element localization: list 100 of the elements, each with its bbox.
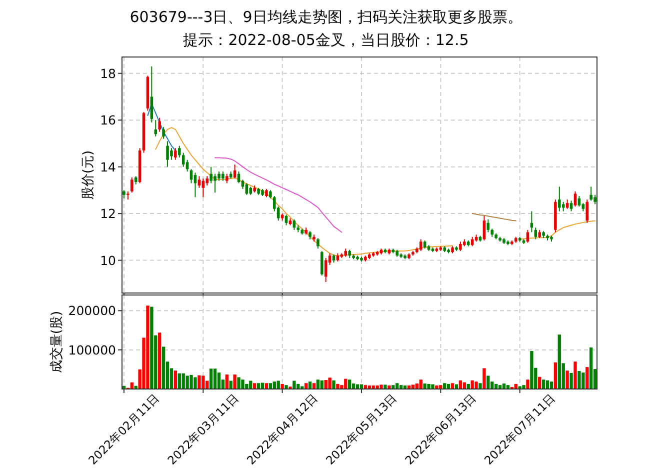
bar	[292, 380, 296, 389]
bar	[570, 372, 573, 389]
bar	[328, 378, 332, 389]
candlestick	[526, 229, 530, 244]
bar	[578, 370, 581, 389]
candlestick	[130, 176, 134, 194]
y-tick-label: 10	[100, 252, 116, 268]
bar	[522, 385, 526, 389]
candlestick	[226, 173, 228, 184]
candlestick	[210, 166, 212, 184]
candlestick	[150, 66, 154, 123]
y-tick-label: 12	[100, 206, 116, 222]
bar	[538, 376, 542, 389]
candlestick	[586, 199, 588, 224]
candlestick	[594, 194, 596, 205]
bar	[158, 332, 162, 389]
bar	[186, 376, 189, 389]
bar	[162, 346, 166, 389]
bar	[558, 334, 561, 389]
bar	[423, 384, 426, 389]
bar	[316, 380, 320, 389]
bar	[542, 380, 546, 389]
bar	[566, 370, 569, 389]
candlestick	[186, 159, 189, 172]
candlestick	[574, 190, 577, 208]
candlestick	[182, 152, 185, 168]
y-axis-title: 股价(元)	[81, 150, 96, 200]
bar	[470, 380, 474, 389]
bar	[486, 376, 490, 389]
y-tick-label: 18	[100, 66, 116, 81]
candlestick	[206, 176, 208, 186]
bar	[280, 384, 284, 389]
candlestick	[590, 186, 592, 202]
bar	[478, 383, 482, 389]
bar	[582, 372, 585, 389]
bar	[174, 370, 178, 389]
bar	[194, 377, 197, 389]
chart-subtitle: 提示：2022-08-05金叉，当日股价：12.5	[183, 31, 469, 49]
bar	[431, 384, 434, 389]
candlestick	[558, 186, 561, 212]
candlestick	[419, 238, 422, 252]
bar	[419, 380, 422, 389]
chart-title: 603679---3日、9日均线走势图，扫码关注获取更多股票。	[130, 8, 522, 26]
candlestick	[233, 164, 236, 180]
y-tick-label: 14	[100, 159, 116, 174]
bar	[336, 384, 340, 389]
bar	[245, 384, 248, 389]
candlestick	[578, 196, 581, 208]
bar	[233, 374, 236, 389]
candlestick	[170, 148, 173, 160]
bar	[586, 367, 589, 389]
candlestick	[178, 145, 181, 158]
candlestick	[214, 173, 216, 194]
bar	[427, 384, 430, 389]
bar	[332, 380, 336, 389]
bar	[388, 385, 391, 389]
candlestick	[320, 250, 324, 276]
candlestick	[222, 170, 224, 182]
bar	[574, 362, 577, 389]
bar	[241, 380, 244, 389]
candlestick	[158, 117, 161, 132]
candlestick	[198, 176, 201, 188]
bar	[348, 380, 352, 389]
bar	[217, 372, 221, 389]
bar	[182, 373, 185, 389]
bar	[213, 368, 217, 389]
y-tick-label: 16	[100, 112, 116, 128]
bar	[384, 384, 387, 389]
bar	[554, 362, 558, 389]
candlestick	[218, 170, 220, 182]
bar	[530, 351, 534, 389]
candlestick	[166, 140, 169, 168]
candlestick	[284, 214, 288, 226]
bar	[435, 385, 438, 389]
y-tick-label: 100000	[68, 342, 116, 358]
candlestick	[174, 148, 177, 160]
candlestick	[486, 218, 490, 233]
bar	[225, 374, 228, 389]
bar	[209, 368, 213, 389]
candlestick	[162, 126, 165, 140]
bar	[198, 375, 201, 389]
bar	[150, 306, 154, 389]
bar	[202, 376, 205, 389]
bar	[146, 306, 150, 389]
candlestick	[202, 178, 205, 198]
bar	[376, 385, 379, 389]
bar	[474, 382, 478, 389]
bar	[237, 377, 240, 389]
candlestick	[459, 241, 462, 252]
bar	[260, 382, 264, 389]
bar	[589, 347, 593, 389]
bar	[526, 380, 530, 389]
bar	[482, 368, 486, 389]
y-tick-label: 200000	[68, 303, 116, 318]
bar	[380, 384, 383, 389]
candlestick	[534, 227, 538, 240]
bar	[284, 385, 288, 389]
bar	[178, 373, 181, 389]
y-axis-title: 成交量(股)	[48, 310, 64, 374]
candlestick	[570, 200, 573, 212]
